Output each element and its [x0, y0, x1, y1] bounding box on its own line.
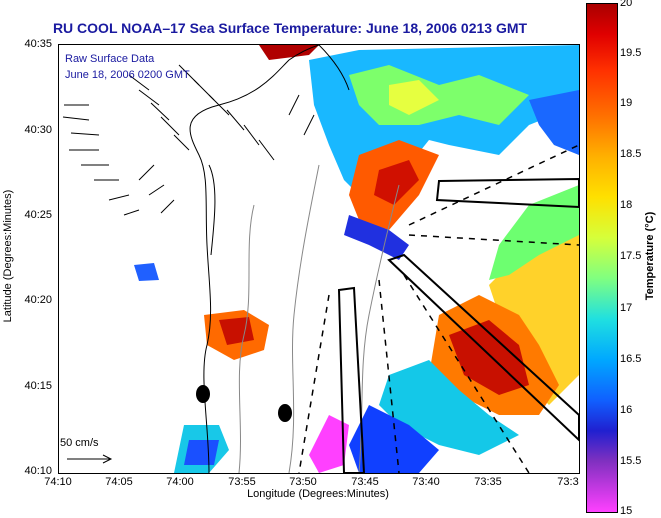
x-tick-1: 74:10 — [44, 476, 72, 488]
sst-patch-west-mid — [134, 263, 159, 281]
sst-patch-central-blue — [344, 215, 409, 260]
x-tick-7: 73:40 — [412, 476, 440, 488]
cbar-tick-17: 17 — [620, 302, 633, 314]
current-vectors — [62, 64, 315, 216]
sst-patch-central-red — [374, 160, 419, 205]
cbar-tick-20: 20 — [620, 0, 633, 9]
y-tick-4: 40:20 — [24, 294, 52, 306]
scale-arrow — [67, 454, 113, 464]
annotation-line1: Raw Surface Data — [65, 53, 155, 65]
cbar-tick-19-5: 19.5 — [620, 47, 642, 59]
map-title: RU COOL NOAA–17 Sea Surface Temperature:… — [52, 20, 528, 36]
transects — [298, 144, 579, 473]
sst-patch-magenta — [309, 415, 349, 473]
y-tick-3: 40:25 — [24, 209, 52, 221]
coast-nj — [189, 45, 320, 473]
coastline — [189, 45, 400, 473]
bathymetry-1 — [238, 204, 255, 473]
sst-patch-east-blue — [349, 405, 439, 473]
sst-patch-sw-blue — [184, 440, 219, 465]
coast-sandy-hook — [208, 164, 216, 256]
coast-long-island — [318, 45, 350, 91]
cbar-tick-15: 15 — [620, 505, 633, 517]
x-tick-3: 74:00 — [166, 476, 194, 488]
transect-box-se — [387, 253, 579, 442]
dashed-ray-3 — [403, 274, 530, 473]
cbar-tick-16-5: 16.5 — [620, 353, 642, 365]
sst-patch-north-red — [259, 45, 319, 60]
station-marker-1 — [196, 385, 210, 403]
transect-box-s — [337, 286, 366, 473]
x-axis-label: Longitude (Degrees:Minutes) — [247, 488, 389, 500]
bathymetry-2 — [288, 164, 320, 473]
dashed-ray-4 — [378, 279, 400, 473]
x-tick-4: 73:55 — [228, 476, 256, 488]
sst-patch-east-red — [449, 320, 529, 395]
map-canvas — [62, 45, 579, 473]
y-tick-1: 40:35 — [24, 38, 52, 50]
cbar-tick-19: 19 — [620, 97, 633, 109]
sst-patch-northeast-yellow — [389, 80, 439, 115]
sst-field — [134, 45, 579, 473]
cbar-tick-18: 18 — [620, 199, 633, 211]
temperature-colorbar — [586, 3, 618, 513]
y-axis-label: Latitude (Degrees:Minutes) — [2, 189, 14, 323]
x-tick-9: 73:3 — [557, 476, 579, 488]
cbar-tick-18-5: 18.5 — [620, 148, 642, 160]
y-tick-2: 40:30 — [24, 124, 52, 136]
x-tick-8: 73:35 — [474, 476, 502, 488]
sst-patch-northeast-blue — [529, 90, 579, 155]
colorbar-label: Temperature (°C) — [644, 211, 656, 301]
y-tick-5: 40:15 — [24, 380, 52, 392]
transect-box-ne — [435, 177, 579, 209]
cbar-tick-17-5: 17.5 — [620, 250, 642, 262]
x-tick-2: 74:05 — [105, 476, 133, 488]
map-plot: Raw Surface Data June 18, 2006 0200 GMT — [58, 44, 580, 474]
cbar-tick-15-5: 15.5 — [620, 455, 642, 467]
station-marker-2 — [278, 404, 292, 422]
dashed-ray-1 — [408, 144, 579, 226]
scale-vector-label: 50 cm/s — [60, 437, 99, 449]
dashed-ray-2 — [408, 234, 579, 246]
x-tick-6: 73:45 — [351, 476, 379, 488]
y-tick-6: 40:10 — [24, 465, 52, 477]
x-tick-5: 73:50 — [289, 476, 317, 488]
cbar-tick-16: 16 — [620, 404, 633, 416]
sst-patch-sw-red — [219, 317, 254, 345]
annotation-line2: June 18, 2006 0200 GMT — [65, 69, 190, 81]
sst-patch-east-green — [489, 185, 579, 280]
sst-patch-northeast-green — [349, 65, 529, 125]
